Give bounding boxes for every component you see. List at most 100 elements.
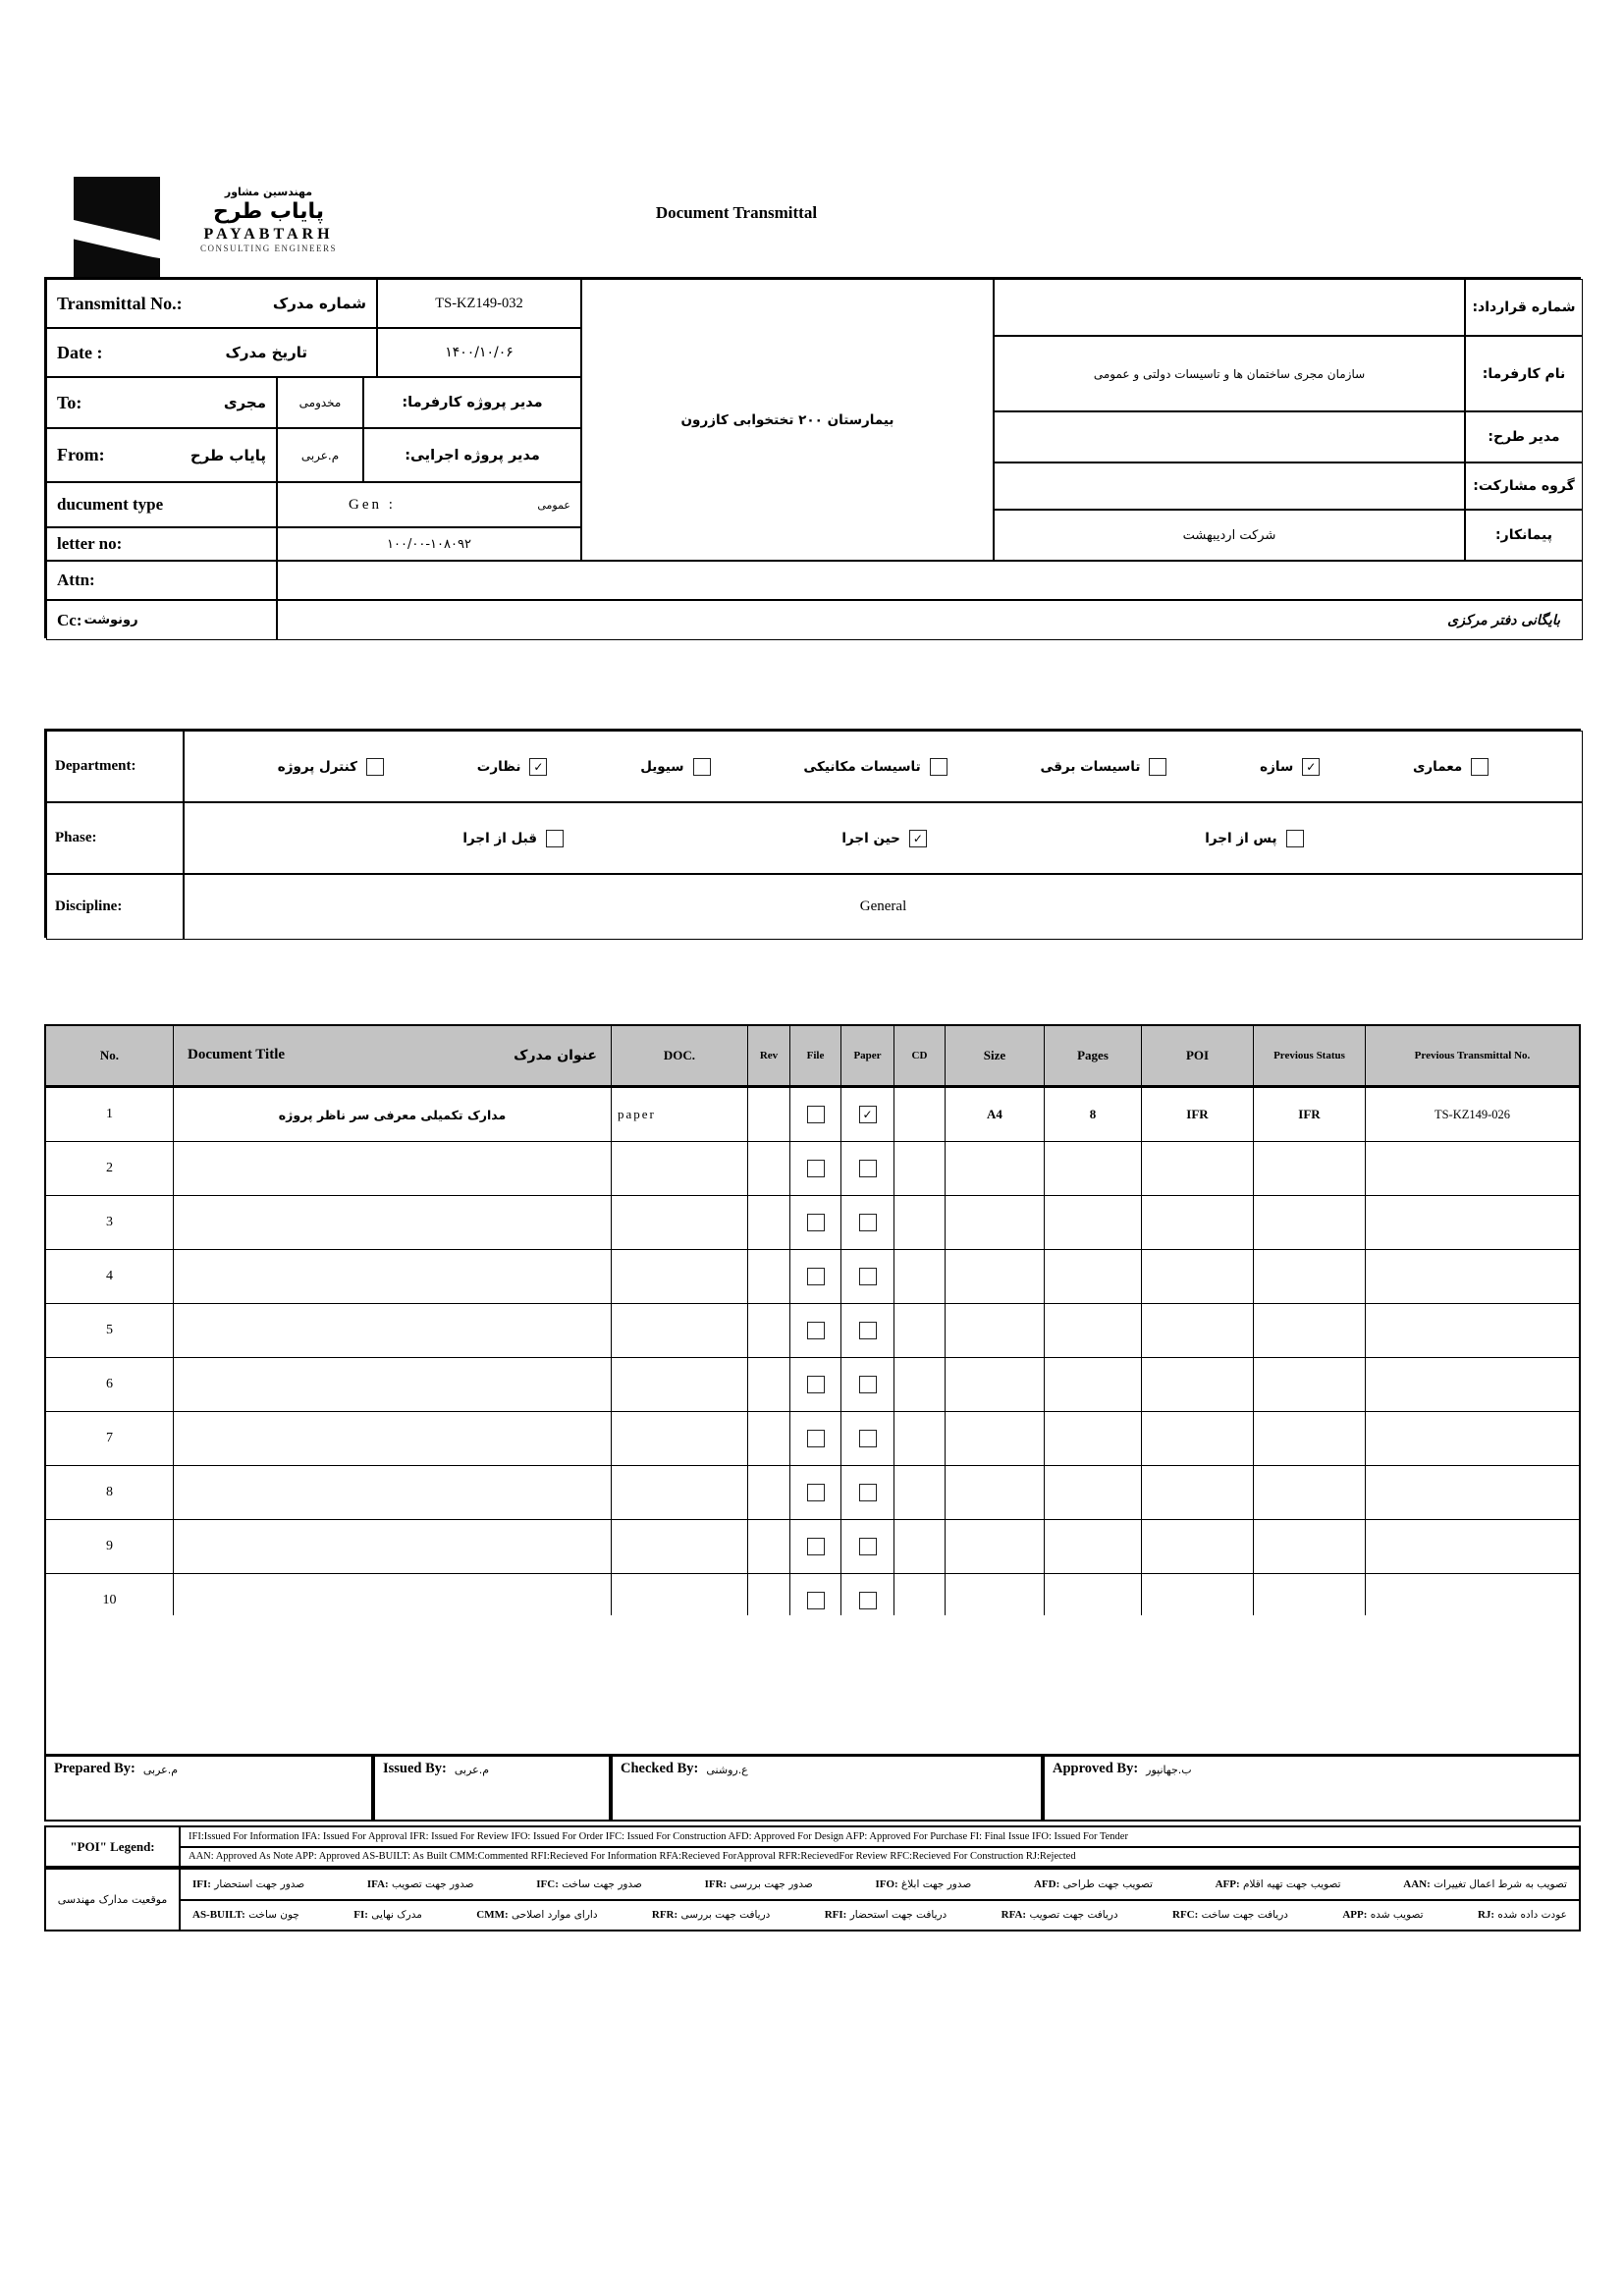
discipline-value: General — [184, 874, 1583, 940]
phase-checkbox-row: قبل از اجرا حین اجرا ✓ پس از اجرا — [185, 803, 1582, 873]
col-doc: DOC. — [612, 1026, 748, 1085]
checkbox[interactable]: ✓ — [908, 829, 927, 847]
paper-checkbox[interactable] — [858, 1322, 877, 1339]
design-manager-value-cell — [994, 411, 1465, 462]
poi-legend-en-line2: AAN: Approved As Note APP: Approved AS-B… — [181, 1845, 1579, 1867]
attn-value-cell — [277, 561, 1583, 600]
file-checkbox[interactable] — [806, 1592, 825, 1609]
row-prev-transmittal — [1366, 1196, 1579, 1249]
row-document-title — [174, 1574, 612, 1627]
file-checkbox[interactable] — [806, 1538, 825, 1555]
to-value: مجری — [223, 394, 266, 411]
col-prev-status: Previous Status — [1254, 1026, 1366, 1085]
file-checkbox[interactable] — [806, 1160, 825, 1177]
classification-table: Department: کنترل پروژه نظارت ✓ سیویل تاسیسا… — [44, 729, 1583, 940]
checkbox[interactable] — [1149, 757, 1167, 776]
paper-checkbox[interactable] — [858, 1268, 877, 1285]
phase-label-cell: Phase: — [46, 802, 184, 874]
row-no: 5 — [46, 1304, 174, 1357]
col-pages: Pages — [1045, 1026, 1142, 1085]
checkbox[interactable]: ✓ — [1302, 757, 1321, 776]
documents-table-body: 1 مدارک تکمیلی معرفی سر ناظر پروژه paper ✓ A… — [46, 1088, 1579, 1628]
legend-item: RFI: دریافت جهت استحضار — [824, 1909, 947, 1922]
paper-checkbox[interactable] — [858, 1430, 877, 1447]
file-checkbox[interactable] — [806, 1484, 825, 1501]
paper-checkbox[interactable] — [858, 1538, 877, 1555]
poi-legend-label-cell: "POI" Legend: — [46, 1827, 181, 1866]
row-size — [946, 1304, 1045, 1357]
row-size — [946, 1412, 1045, 1465]
paper-checkbox[interactable] — [858, 1376, 877, 1393]
checkbox[interactable] — [366, 757, 385, 776]
phase-options-cell: قبل از اجرا حین اجرا ✓ پس از اجرا — [184, 802, 1583, 874]
file-checkbox[interactable] — [806, 1322, 825, 1339]
cc-value: بایگانی دفتر مرکزی — [1447, 612, 1560, 628]
row-rev — [748, 1250, 790, 1303]
row-pages — [1045, 1520, 1142, 1573]
row-size — [946, 1574, 1045, 1627]
checkbox[interactable] — [1471, 757, 1489, 776]
paper-checkbox[interactable] — [858, 1484, 877, 1501]
row-size — [946, 1520, 1045, 1573]
from-value: پایاب طرح — [189, 446, 266, 464]
row-paper-cell: ✓ — [841, 1088, 894, 1141]
documents-table: No. Document Title عنوان مدرک DOC. Rev F… — [44, 1024, 1581, 1755]
row-document-title: مدارک تکمیلی معرفی سر ناظر پروژه — [174, 1088, 612, 1141]
row-doc-type — [612, 1196, 748, 1249]
row-pages — [1045, 1250, 1142, 1303]
file-checkbox[interactable] — [806, 1430, 825, 1447]
checkbox[interactable]: ✓ — [529, 757, 548, 776]
row-pages — [1045, 1196, 1142, 1249]
paper-checkbox[interactable] — [858, 1214, 877, 1231]
checked-by-value: ع.روشنی — [706, 1764, 748, 1776]
prepared-by-label: Prepared By: — [54, 1761, 135, 1776]
row-no: 2 — [46, 1142, 174, 1195]
file-checkbox[interactable] — [806, 1268, 825, 1285]
company-brand: مهندسین مشاور پایاب طرح PAYABTARH CONSUL… — [163, 186, 374, 254]
checkbox[interactable] — [1285, 829, 1304, 847]
contractor-label: پیمانکار: — [1495, 527, 1552, 543]
row-cd — [894, 1412, 946, 1465]
project-name: بیمارستان ۲۰۰ تختخوابی کازرون — [680, 411, 894, 428]
paper-checkbox[interactable]: ✓ — [858, 1106, 877, 1123]
discipline-label-cell: Discipline: — [46, 874, 184, 940]
paper-checkbox[interactable] — [858, 1592, 877, 1609]
row-paper-cell — [841, 1250, 894, 1303]
file-checkbox[interactable] — [806, 1214, 825, 1231]
row-prev-status — [1254, 1520, 1366, 1573]
row-file-cell — [790, 1520, 841, 1573]
row-pages — [1045, 1358, 1142, 1411]
row-no: 8 — [46, 1466, 174, 1519]
row-doc-type — [612, 1466, 748, 1519]
row-size — [946, 1466, 1045, 1519]
row-pages — [1045, 1142, 1142, 1195]
row-file-cell — [790, 1466, 841, 1519]
paper-checkbox[interactable] — [858, 1160, 877, 1177]
row-poi — [1142, 1358, 1254, 1411]
row-prev-transmittal — [1366, 1466, 1579, 1519]
row-document-title — [174, 1412, 612, 1465]
row-size — [946, 1250, 1045, 1303]
row-prev-status: IFR — [1254, 1088, 1366, 1141]
checkbox[interactable] — [929, 757, 947, 776]
jv-value-cell — [994, 462, 1465, 510]
contract-no-label-cell: شماره قرارداد: — [1465, 279, 1583, 336]
row-no: 6 — [46, 1358, 174, 1411]
exec-pm-label-cell: مدیر پروژه اجرایی: — [363, 428, 581, 482]
design-manager-label: مدیر طرح: — [1488, 429, 1560, 445]
letterno-label: letter no: — [57, 534, 123, 553]
checkbox-label: پس از اجرا — [1205, 830, 1277, 846]
to-via-cell: مخدومی — [277, 377, 363, 428]
legend-item: FI: مدرک نهایی — [353, 1909, 422, 1922]
row-prev-transmittal — [1366, 1142, 1579, 1195]
checkbox[interactable] — [545, 829, 564, 847]
row-prev-status — [1254, 1358, 1366, 1411]
table-row: 1 مدارک تکمیلی معرفی سر ناظر پروژه paper ✓ A… — [46, 1088, 1579, 1142]
letterno-value: ۱۰۰/۰۰-۱۰۸۰۹۲ — [387, 536, 471, 552]
file-checkbox[interactable] — [806, 1376, 825, 1393]
letterno-value-cell: ۱۰۰/۰۰-۱۰۸۰۹۲ — [277, 527, 581, 561]
table-row: 6 — [46, 1358, 1579, 1412]
checkbox[interactable] — [692, 757, 711, 776]
file-checkbox[interactable] — [806, 1106, 825, 1123]
legend-item: AAN: تصویب به شرط اعمال تغییرات — [1403, 1877, 1567, 1890]
